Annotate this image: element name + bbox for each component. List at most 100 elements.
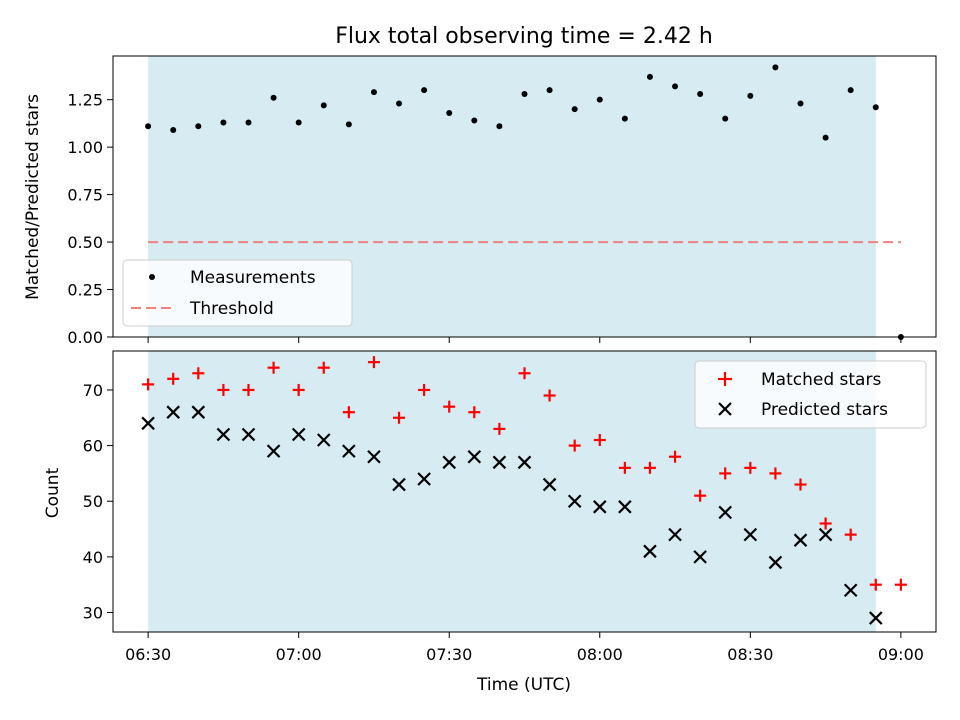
measurement-point bbox=[822, 134, 829, 141]
top-legend-box bbox=[122, 259, 353, 327]
matched-star-point bbox=[267, 361, 280, 374]
predicted-star-point bbox=[843, 583, 858, 598]
matched-star-point bbox=[694, 489, 707, 502]
predicted-star-point bbox=[818, 527, 833, 542]
predicted-star-point bbox=[191, 405, 206, 419]
measurement-point bbox=[797, 100, 804, 107]
chart-title: Flux total observing time = 2.42 h bbox=[335, 24, 713, 49]
matched-star-point bbox=[618, 461, 631, 474]
predicted-star-point bbox=[592, 500, 607, 514]
matched-star-point bbox=[317, 361, 330, 374]
measurement-points bbox=[145, 64, 904, 340]
legend-predicted-label: Predicted stars bbox=[761, 400, 888, 420]
matched-star-point bbox=[142, 378, 155, 391]
matched-star-point bbox=[342, 406, 355, 419]
measurement-point bbox=[697, 90, 704, 97]
xtick-label: 08:30 bbox=[727, 645, 773, 664]
legend-matched-label: Matched stars bbox=[761, 370, 881, 390]
measurement-point bbox=[496, 123, 503, 130]
legend-matched-marker bbox=[718, 372, 732, 386]
predicted-star-point bbox=[793, 533, 808, 547]
measurement-point bbox=[145, 123, 152, 130]
predicted-star-point bbox=[392, 477, 406, 492]
predicted-star-point bbox=[743, 527, 758, 542]
predicted-star-point bbox=[241, 427, 256, 442]
ytick-label: 0.50 bbox=[67, 233, 103, 252]
matched-star-point bbox=[568, 439, 581, 452]
measurement-point bbox=[421, 87, 428, 94]
ytick-label: 0.75 bbox=[67, 186, 103, 205]
legend-threshold-label: Threshold bbox=[189, 299, 274, 319]
ytick-label: 60 bbox=[83, 437, 103, 456]
predicted-star-point bbox=[166, 405, 180, 419]
matched-star-point bbox=[869, 578, 882, 591]
measurement-point bbox=[345, 121, 352, 128]
measurement-point bbox=[195, 123, 202, 130]
bottom-legend: Matched stars Predicted stars bbox=[694, 360, 927, 429]
predicted-star-point bbox=[367, 449, 381, 464]
ytick-label: 1.25 bbox=[67, 91, 103, 110]
matched-star-point bbox=[593, 434, 606, 447]
ytick-label: 30 bbox=[83, 604, 103, 623]
xtick-label: 08:00 bbox=[577, 645, 623, 664]
bottom-axes-frame bbox=[112, 350, 937, 633]
matched-star-point bbox=[443, 400, 456, 413]
ytick-label: 40 bbox=[83, 548, 103, 567]
bottom-legend-box bbox=[694, 360, 927, 429]
ytick-label: 0.25 bbox=[67, 281, 103, 300]
predicted-star-point bbox=[542, 477, 557, 492]
bottom-ticks: 30 40 50 60 70 06:30 07:00 07:30 08:00 08:30 09:00 bbox=[83, 381, 924, 664]
top-axes-frame bbox=[112, 55, 937, 338]
measurement-point bbox=[621, 115, 628, 122]
matched-star-point bbox=[719, 467, 732, 480]
matched-star-point bbox=[669, 450, 682, 463]
matched-star-point bbox=[894, 578, 907, 591]
matched-star-point bbox=[819, 517, 832, 530]
measurement-point bbox=[722, 115, 729, 122]
matched-star-point bbox=[844, 528, 857, 541]
ytick-label: 0.00 bbox=[67, 328, 103, 347]
measurement-point bbox=[872, 104, 879, 111]
measurement-point bbox=[170, 127, 177, 134]
measurement-point bbox=[295, 119, 302, 126]
matched-star-point bbox=[367, 356, 380, 369]
matched-star-point bbox=[744, 461, 757, 474]
matched-star-point bbox=[643, 461, 656, 474]
ytick-label: 70 bbox=[83, 381, 103, 400]
matched-star-point bbox=[393, 411, 406, 424]
count-points bbox=[141, 356, 907, 625]
top-ticks: 0.00 0.25 0.50 0.75 1.00 1.25 bbox=[67, 91, 902, 347]
predicted-star-point bbox=[266, 444, 281, 458]
legend-measurements-label: Measurements bbox=[190, 268, 316, 288]
predicted-star-point bbox=[492, 455, 507, 470]
bottom-ylabel: Count bbox=[43, 467, 63, 518]
matched-star-point bbox=[543, 389, 556, 402]
matched-star-point bbox=[493, 422, 506, 435]
measurement-point bbox=[320, 102, 327, 109]
measurement-point bbox=[245, 119, 252, 126]
predicted-star-point bbox=[417, 472, 431, 486]
predicted-star-point bbox=[768, 555, 783, 570]
measurement-point bbox=[596, 96, 603, 103]
bottom-xlabel: Time (UTC) bbox=[476, 675, 571, 695]
measurement-point bbox=[471, 117, 478, 124]
matched-star-point bbox=[242, 383, 255, 396]
measurement-point bbox=[370, 89, 377, 96]
predicted-star-point bbox=[216, 427, 231, 442]
ytick-label: 1.00 bbox=[67, 138, 103, 157]
xtick-label: 06:30 bbox=[125, 645, 171, 664]
matched-star-point bbox=[167, 372, 180, 385]
matched-star-point bbox=[769, 467, 782, 480]
xtick-label: 07:00 bbox=[276, 645, 322, 664]
predicted-star-point bbox=[693, 550, 707, 564]
predicted-star-point bbox=[316, 433, 331, 447]
legend-predicted-marker bbox=[718, 402, 732, 416]
predicted-star-point bbox=[643, 544, 657, 559]
predicted-star-point bbox=[618, 500, 632, 514]
matched-star-point bbox=[794, 478, 807, 491]
predicted-star-point bbox=[567, 494, 582, 509]
predicted-star-point bbox=[467, 449, 482, 464]
measurement-point bbox=[847, 87, 854, 94]
matched-star-point bbox=[217, 383, 230, 396]
